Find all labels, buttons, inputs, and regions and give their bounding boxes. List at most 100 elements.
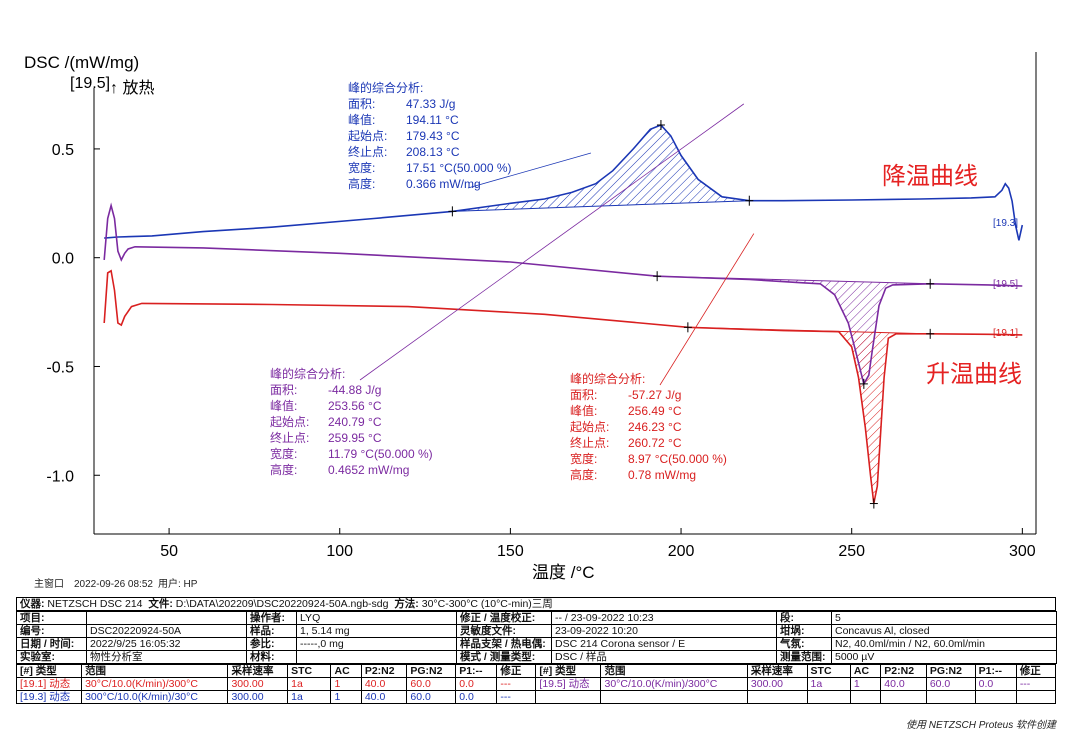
peak-analysis-label: 起始点: [570, 420, 609, 434]
segment-table: [#] 类型 范围 采样速率 STC AC P2:N2 PG:N2 P1:-- 修正 [#] 类型… [15, 664, 1057, 704]
software-footnote: 使用 NETZSCH Proteus 软件创建 [905, 720, 1056, 731]
peak-analysis-label: 峰值: [270, 398, 297, 413]
y-tick-label: 0.5 [52, 142, 74, 159]
segment-header-cell: AC [330, 664, 362, 678]
heating-curve-label: 升温曲线 [926, 361, 1022, 388]
peak-analysis-label: 高度: [270, 462, 297, 477]
info-table-header: 仪器: NETZSCH DSC 214 文件: D:\DATA\202209\D… [16, 597, 1056, 611]
segment-cell: 40.0 [360, 690, 408, 704]
x-tick-label: 100 [326, 543, 353, 560]
peak-analysis-value: 256.49 °C [628, 404, 682, 418]
peak-area-fill [687, 327, 931, 504]
peak-analysis-value: 240.79 °C [328, 415, 382, 429]
segment-header-cell: 范围 [600, 664, 748, 678]
curve-tag-19-3: [19.3] [993, 218, 1018, 229]
operator-value: LYQ [296, 611, 457, 625]
segment-cell: 1 [330, 677, 362, 691]
series-line [103, 269, 1023, 504]
plot-area [93, 51, 1037, 535]
correction-label: 修正 / 温度校正: [456, 611, 552, 625]
material-label: 材料: [246, 650, 297, 664]
range-label: 测量范围: [776, 650, 832, 664]
segment-label: 段: [776, 611, 832, 625]
peak-analysis-label: 峰值: [348, 112, 375, 127]
peak-analysis-value: 47.33 J/g [406, 97, 455, 111]
id-value: DSC20220924-50A [86, 624, 247, 638]
segment-cell: 60.0 [406, 677, 457, 691]
exo-direction-label: ↑ 放热 [110, 79, 154, 97]
segment-cell [880, 690, 927, 704]
segment-cell: 60.0 [925, 677, 976, 691]
annotation-leader [659, 233, 755, 386]
y-tick-label: -0.5 [46, 359, 74, 376]
info-row-2: 编号: DSC20220924-50A 样品: 1, 5.14 mg 灵敏度文件… [16, 624, 1057, 638]
segment-header-cell: [#] 类型 [15, 664, 83, 678]
peak-analysis-value: 179.43 °C [406, 129, 460, 143]
segment-cell [1015, 690, 1057, 704]
sample-label: 样品: [246, 624, 297, 638]
segment-cell: 30°C/10.0(K/min)/300°C [600, 677, 748, 691]
x-tick-label: 300 [1009, 543, 1036, 560]
peak-analysis-value: 194.11 °C [406, 113, 459, 127]
segment-cell [535, 690, 602, 704]
segment-cell: 300.00 [227, 677, 289, 691]
x-tick-label: 150 [497, 543, 524, 560]
peak-analysis-value: 0.366 mW/mg [406, 177, 481, 191]
peak-analysis-label: 宽度: [348, 160, 375, 175]
method-label: 方法: [394, 598, 419, 610]
holder-label: 样品支架 / 热电偶: [456, 637, 552, 651]
segment-cell: 40.0 [360, 677, 408, 691]
footer-user: 用户: HP [158, 577, 198, 590]
peak-analysis-value: 17.51 °C(50.000 %) [406, 161, 512, 175]
segment-cell: --- [1015, 677, 1057, 691]
segment-cell: 300°C/10.0(K/min)/30°C [81, 690, 229, 704]
lab-value: 物性分析室 [86, 650, 247, 664]
segment-cell: 30°C/10.0(K/min)/300°C [81, 677, 229, 691]
info-row-instrument: 仪器: NETZSCH DSC 214 文件: D:\DATA\202209\D… [16, 597, 1056, 611]
range-value: 5000 µV [831, 650, 1057, 664]
footer-timestamp: 2022-09-26 08:52 [74, 579, 153, 590]
peak-analysis-value: 208.13 °C [406, 145, 460, 159]
peak-analysis-title: 峰的综合分析: [570, 371, 645, 386]
x-tick-label: 50 [160, 543, 178, 560]
id-label: 编号: [16, 624, 87, 638]
segment-cell [925, 690, 976, 704]
file-label: 文件: [148, 598, 173, 610]
peak-analysis-label: 宽度: [270, 446, 297, 461]
segment-cell: [19.3] 动态 [15, 690, 83, 704]
segment-header-cell: PG:N2 [406, 664, 457, 678]
x-tick-label: 250 [838, 543, 865, 560]
x-tick-label: 200 [668, 543, 695, 560]
mode-value: DSC / 样品 [551, 650, 777, 664]
peak-analysis-value: 0.4652 mW/mg [328, 463, 409, 477]
peak-analysis-label: 终止点: [270, 430, 309, 445]
peak-analysis-value: -57.27 J/g [628, 388, 681, 402]
peak-analysis-value: 246.23 °C [628, 420, 682, 434]
segment-header-cell: AC [849, 664, 882, 678]
sample-value: 1, 5.14 mg [296, 624, 457, 638]
date-label: 日期 / 时间: [16, 637, 87, 651]
segment-cell: 1 [330, 690, 362, 704]
curve-tag-19-1: [19.1] [993, 328, 1018, 339]
peak-analysis-label: 高度: [348, 176, 375, 191]
peak-analysis-label: 高度: [570, 467, 597, 482]
gas-label: 气氛: [776, 637, 832, 651]
segment-header-cell: 修正 [1015, 664, 1057, 678]
peak-analysis-title: 峰的综合分析: [348, 80, 423, 95]
y-axis-label: DSC /(mW/mg) [24, 53, 139, 72]
measurement-info-panel: 仪器: NETZSCH DSC 214 文件: D:\DATA\202209\D… [15, 597, 1057, 717]
sensitivity-value: 23-09-2022 10:20 [551, 624, 777, 638]
segment-header-cell: 范围 [81, 664, 229, 678]
x-axis-label: 温度 /°C [532, 563, 595, 582]
peak-area-fill [452, 124, 750, 212]
peak-analysis-label: 终止点: [348, 144, 387, 159]
peak-analysis-label: 起始点: [270, 415, 309, 429]
segment-cell: 1a [806, 677, 851, 691]
segment-cell [600, 690, 748, 704]
segment-header-cell: PG:N2 [925, 664, 976, 678]
curve-tag-19-5: [19.5] [993, 279, 1018, 290]
peak-analysis-value: 259.95 °C [328, 431, 382, 445]
segment-header-cell: P2:N2 [880, 664, 927, 678]
sensitivity-label: 灵敏度文件: [456, 624, 552, 638]
peak-analysis-label: 面积: [570, 388, 597, 402]
